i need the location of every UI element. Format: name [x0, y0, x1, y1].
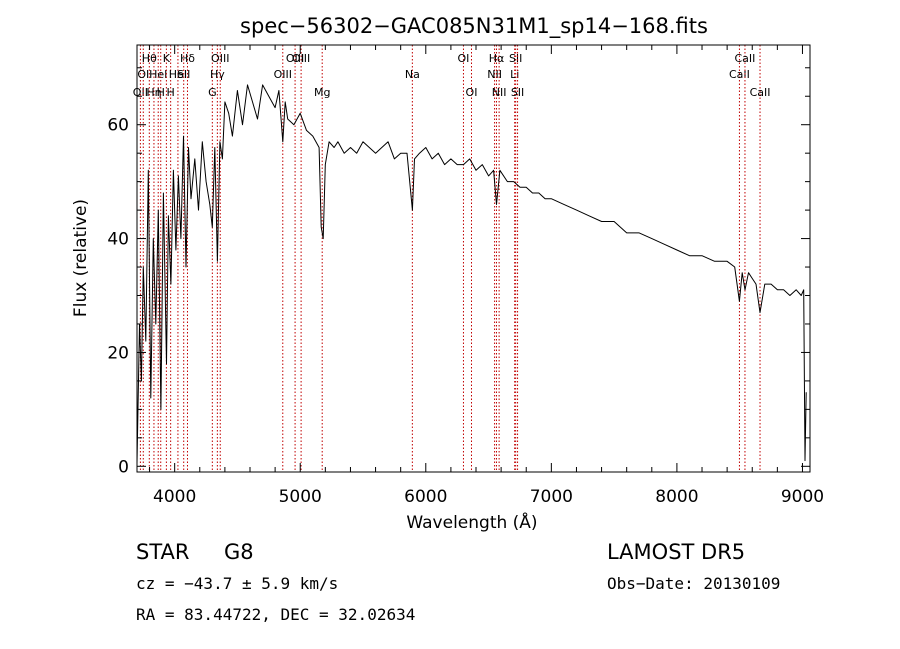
- line-label: OI: [466, 86, 478, 99]
- line-label: HeI: [149, 68, 167, 81]
- spectral-line-markers: OIIOIHθHηHeIHKHHeISIIHδGHγOIIIOIIIOIIIOI…: [133, 45, 771, 472]
- survey-name: LAMOST DR5: [607, 540, 746, 564]
- line-label: H: [157, 86, 165, 99]
- line-label: OI: [137, 68, 149, 81]
- line-label: OIII: [286, 52, 304, 65]
- coordinates: RA = 83.44722, DEC = 32.02634: [136, 605, 416, 624]
- observation-date: Obs−Date: 20130109: [607, 574, 781, 593]
- y-tick-label: 0: [118, 457, 129, 477]
- line-label: SII: [509, 52, 522, 65]
- line-label: Li: [510, 68, 519, 81]
- x-tick-label: 6000: [404, 487, 447, 507]
- line-label: NII: [487, 68, 502, 81]
- x-axis-label: Wavelength (Å): [406, 511, 537, 533]
- line-label: H: [167, 86, 175, 99]
- line-label: Hα: [489, 52, 505, 65]
- y-tick-label: 60: [107, 116, 129, 136]
- line-label: CaII: [750, 86, 771, 99]
- x-tick-label: 8000: [655, 487, 698, 507]
- x-tick-label: 4000: [153, 487, 196, 507]
- line-label: HeI: [169, 68, 187, 81]
- x-tick-label: 5000: [279, 487, 322, 507]
- y-axis-label: Flux (relative): [71, 199, 91, 317]
- line-label: Na: [405, 68, 420, 81]
- line-label: OI: [458, 52, 470, 65]
- y-tick-label: 40: [107, 230, 129, 250]
- line-label: SII: [177, 68, 190, 81]
- y-tick-label: 20: [107, 343, 129, 363]
- chart-title: spec−56302−GAC085N31M1_sp14−168.fits: [240, 14, 708, 39]
- redshift-velocity: cz = −43.7 ± 5.9 km/s: [136, 574, 339, 593]
- spectrum-line: [136, 84, 807, 464]
- plot-frame: [136, 44, 811, 473]
- line-label: Hθ: [142, 52, 157, 65]
- line-label: Hγ: [210, 68, 225, 81]
- line-label: NII: [492, 86, 507, 99]
- line-label: CaII: [734, 52, 755, 65]
- line-label: OIII: [292, 52, 310, 65]
- line-label: SII: [511, 86, 524, 99]
- line-label: Hη: [146, 86, 161, 99]
- line-label: K: [163, 52, 171, 65]
- spectrum-series: [136, 84, 807, 464]
- x-tick-label: 9000: [781, 487, 824, 507]
- line-label: Mg: [314, 86, 330, 99]
- line-label: OIII: [211, 52, 229, 65]
- line-label: CaII: [729, 68, 750, 81]
- object-class: STAR: [136, 540, 190, 564]
- x-tick-label: 7000: [530, 487, 573, 507]
- line-label: Hδ: [180, 52, 195, 65]
- x-axis: 4000 5000 6000 7000 8000 9000: [149, 45, 824, 507]
- line-label: OIII: [274, 68, 292, 81]
- object-subclass: G8: [224, 540, 254, 564]
- y-axis: 0 20 40 60: [107, 67, 810, 477]
- line-label: G: [208, 86, 217, 99]
